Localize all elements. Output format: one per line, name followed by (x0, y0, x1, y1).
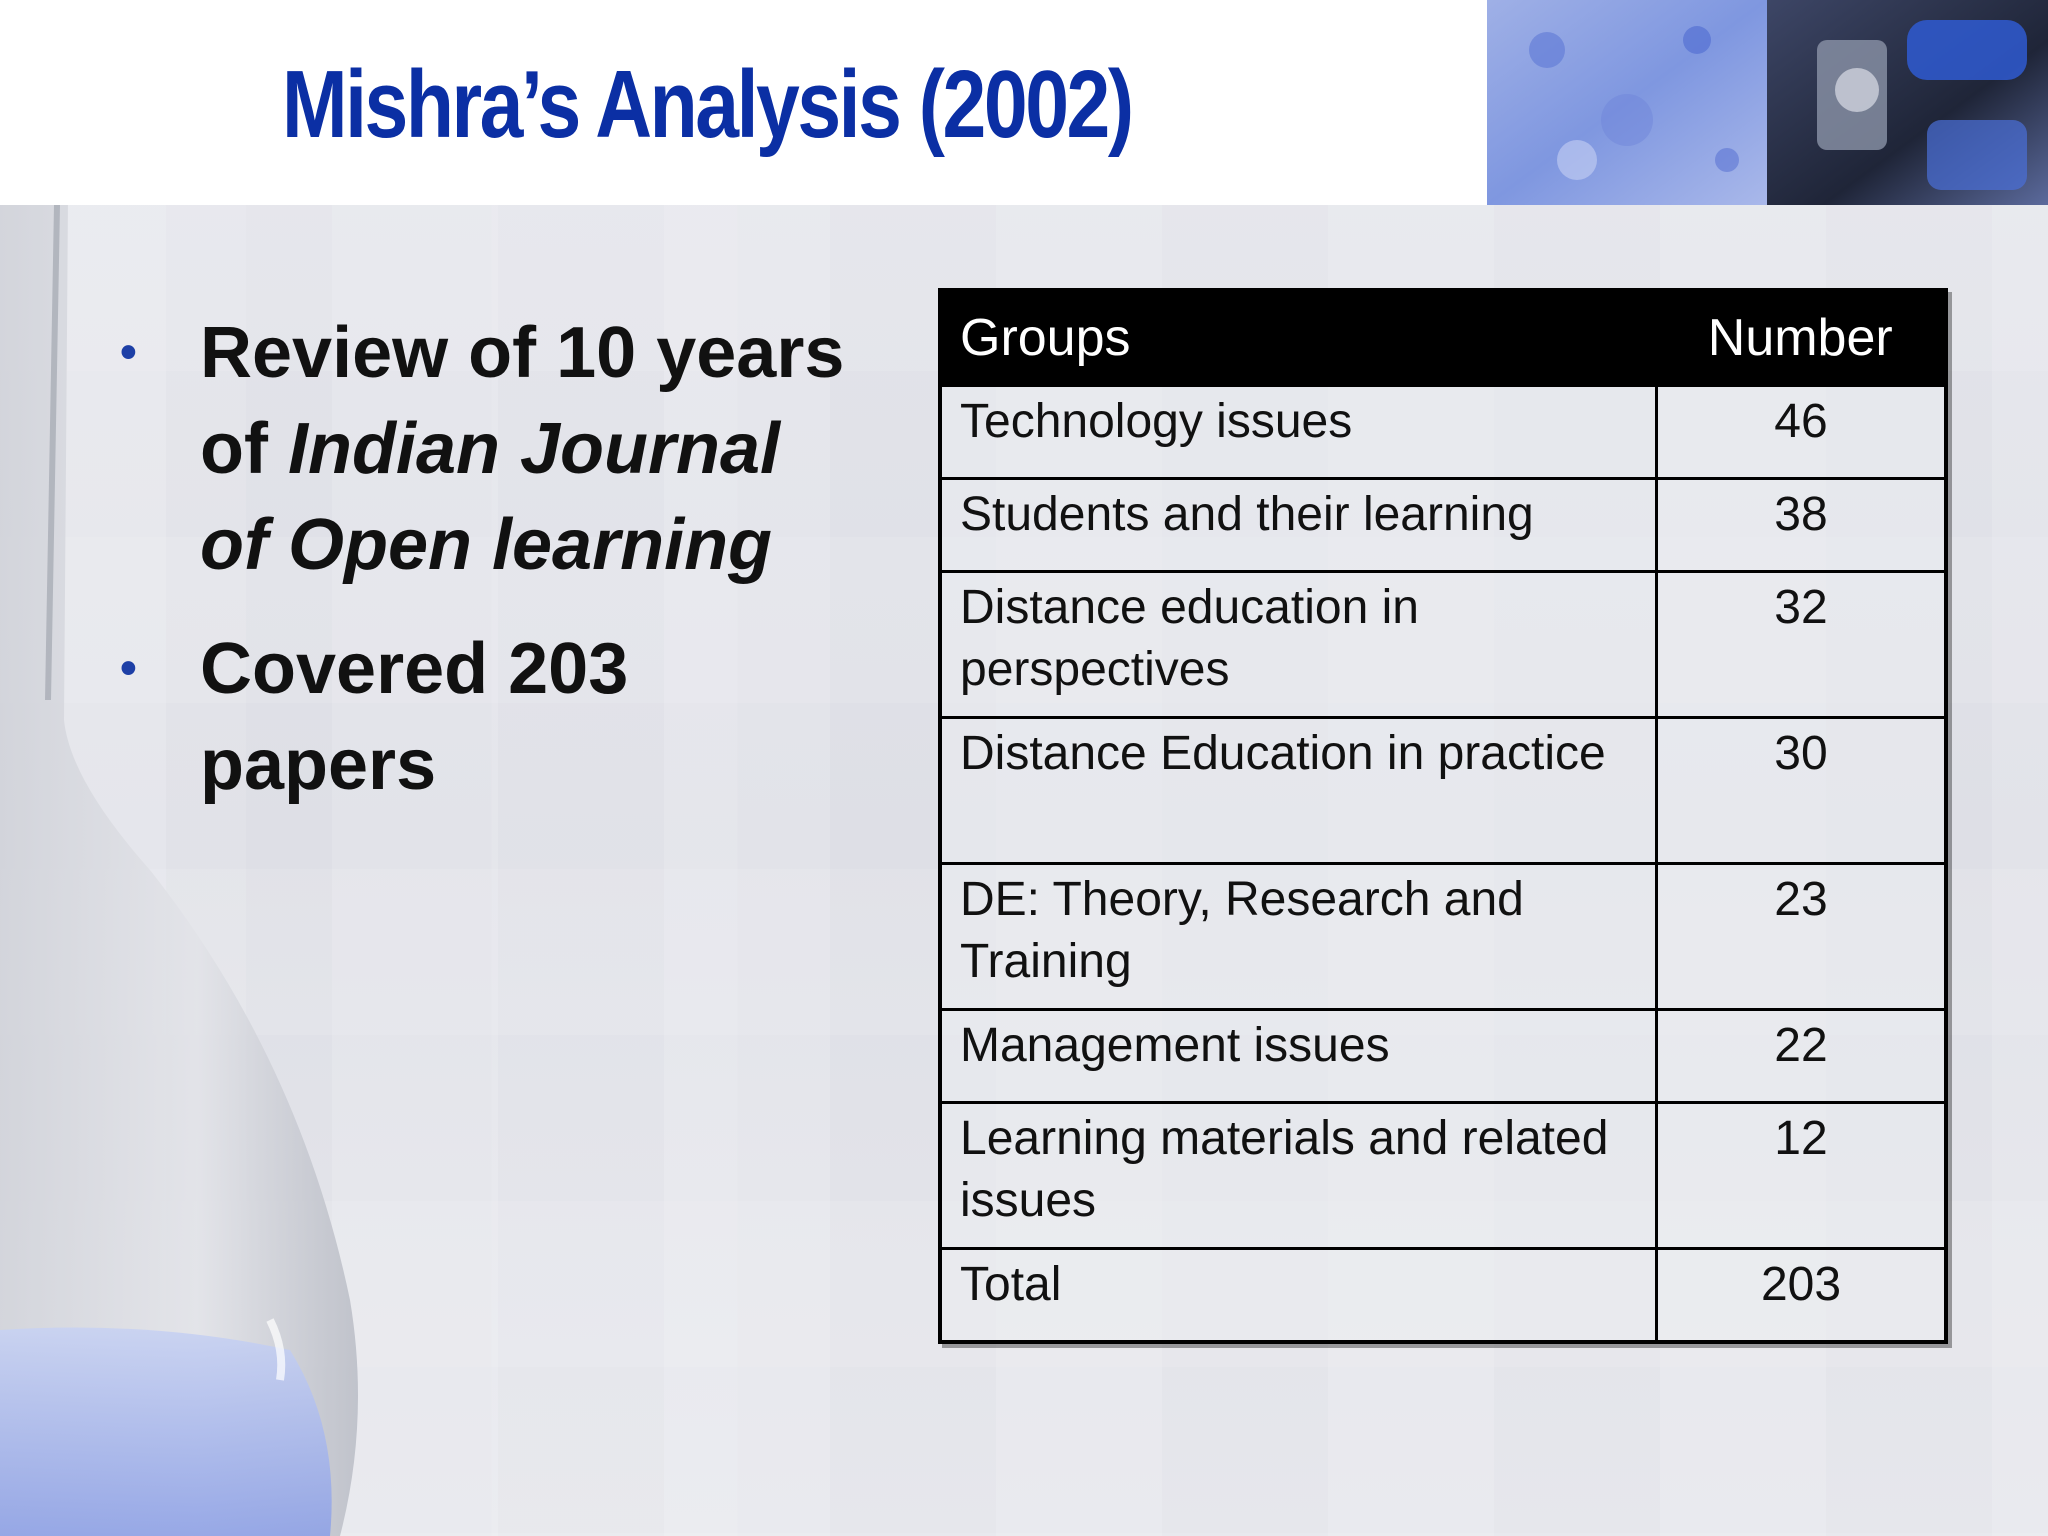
row-number: 32 (1655, 570, 1948, 719)
table-row: Distance education in perspectives 32 (938, 570, 1948, 719)
row-number: 12 (1655, 1101, 1948, 1250)
table-row: Learning materials and related issues 12 (938, 1101, 1948, 1250)
row-number: 23 (1655, 862, 1948, 1011)
bullet-item-covered: • Covered 203 papers (120, 621, 920, 813)
header-groups: Groups (940, 290, 1657, 386)
table-row-total: Total 203 (938, 1247, 1948, 1344)
table-row: Distance Education in practice 30 (938, 716, 1948, 865)
bullet-review-line1: Review of 10 years (200, 313, 845, 393)
bullet-review-line3-italic: of Open learning (200, 505, 773, 585)
table-row: Technology issues 46 (938, 384, 1948, 480)
row-group-total: Total (938, 1247, 1658, 1344)
slide-title: Mishra’s Analysis (2002) (282, 51, 1134, 158)
bullet-item-review: • Review of 10 years of Indian Journal o… (120, 305, 920, 593)
header-band (0, 0, 1490, 205)
row-number: 22 (1655, 1008, 1948, 1104)
bullet-dot-icon: • (120, 642, 137, 695)
row-group: Management issues (938, 1008, 1658, 1104)
row-group: Distance education in perspectives (938, 570, 1658, 719)
groups-table: Groups Number Technology issues 46 Stude… (938, 288, 1948, 1344)
row-group: Distance Education in practice (938, 716, 1658, 865)
row-number: 46 (1655, 384, 1948, 480)
row-group: Technology issues (938, 384, 1658, 480)
row-number: 30 (1655, 716, 1948, 865)
row-group: Learning materials and related issues (938, 1101, 1658, 1250)
table-row: Management issues 22 (938, 1008, 1948, 1104)
bullet-list: • Review of 10 years of Indian Journal o… (120, 305, 920, 841)
table-header-row: Groups Number (940, 290, 1946, 386)
bullet-covered-line1: Covered 203 (200, 629, 629, 709)
bullet-review-line2-italic: Indian Journal (287, 409, 781, 489)
table-row: DE: Theory, Research and Training 23 (938, 862, 1948, 1011)
row-number: 38 (1655, 477, 1948, 573)
row-group: Students and their learning (938, 477, 1658, 573)
bullet-review-line2-prefix: of (200, 409, 288, 489)
row-number-total: 203 (1655, 1247, 1948, 1344)
row-group: DE: Theory, Research and Training (938, 862, 1658, 1011)
microscope-image (1487, 0, 2048, 205)
bullet-covered-line2: papers (200, 725, 437, 805)
bullet-dot-icon: • (120, 326, 137, 379)
header-number: Number (1656, 290, 1946, 386)
table-row: Students and their learning 38 (938, 477, 1948, 573)
